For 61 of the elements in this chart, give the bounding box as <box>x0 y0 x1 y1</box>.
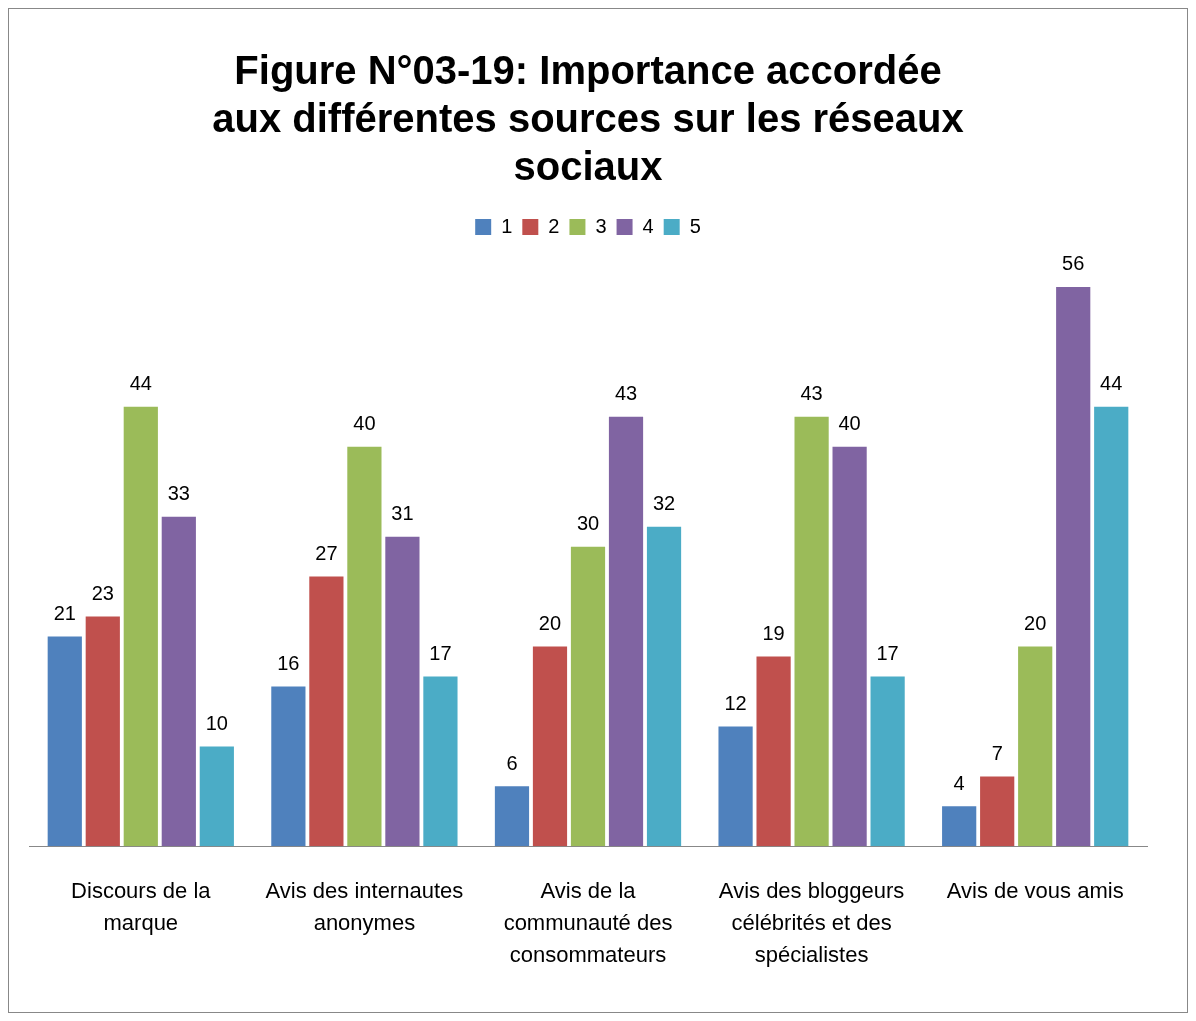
data-label: 17 <box>429 642 452 665</box>
data-label: 23 <box>91 582 114 605</box>
legend-label: 2 <box>548 214 560 237</box>
bar <box>1094 406 1129 847</box>
data-label: 4 <box>953 771 965 794</box>
bar <box>870 676 905 847</box>
chart-title: Figure N°03-19: Importance accordée aux différentes sources sur les réseaux sociaux <box>212 48 964 189</box>
bar <box>718 726 753 847</box>
data-label: 43 <box>614 382 638 405</box>
data-label: 32 <box>652 492 676 515</box>
data-label: 12 <box>724 691 747 714</box>
legend-label: 5 <box>689 214 701 237</box>
data-label: 21 <box>53 602 76 625</box>
data-label: 40 <box>838 412 861 435</box>
bar <box>385 536 420 847</box>
x-tick-label: Avis de la communauté des consommateurs <box>503 878 673 968</box>
bar <box>494 786 530 847</box>
bar <box>570 546 606 847</box>
data-label: 56 <box>1062 252 1085 275</box>
data-label: 6 <box>506 751 518 774</box>
bar <box>756 656 791 847</box>
bar <box>423 676 458 847</box>
x-tick-label: Avis de vous amis <box>946 878 1124 904</box>
legend-label: 1 <box>501 214 513 237</box>
bar <box>161 516 196 847</box>
bar <box>794 416 829 847</box>
bar <box>980 776 1015 847</box>
data-label: 44 <box>1100 372 1123 395</box>
bar <box>532 646 568 847</box>
bar <box>608 416 644 847</box>
data-label: 31 <box>391 502 414 525</box>
bar <box>646 526 682 847</box>
data-label: 10 <box>205 711 228 734</box>
bar <box>123 406 158 847</box>
bar <box>1018 646 1053 847</box>
data-label: 33 <box>167 482 190 505</box>
x-tick-label: Discours de la marque <box>71 878 212 936</box>
legend-label: 4 <box>642 214 654 237</box>
data-label: 40 <box>353 412 376 435</box>
data-label: 30 <box>576 512 600 535</box>
data-label: 43 <box>800 382 823 405</box>
bar <box>47 636 82 847</box>
bar <box>942 806 977 847</box>
bar <box>199 746 234 847</box>
bar <box>832 446 867 847</box>
data-label: 27 <box>315 542 338 565</box>
bar <box>347 446 382 847</box>
bar <box>271 686 306 847</box>
x-tick-label: Avis des internautes anonymes <box>265 878 464 936</box>
data-label: 44 <box>129 372 152 395</box>
legend-label: 3 <box>595 214 607 237</box>
data-label: 17 <box>876 642 899 665</box>
bar <box>309 576 344 847</box>
data-label: 19 <box>762 622 785 645</box>
bar <box>1056 286 1091 847</box>
x-tick-label: Avis des bloggeurs célébrités et des spécialistes <box>718 878 905 968</box>
data-label: 20 <box>1024 612 1047 635</box>
data-label: 7 <box>991 741 1003 764</box>
data-label: 20 <box>538 612 562 635</box>
bar <box>85 616 120 847</box>
data-label: 16 <box>277 652 300 674</box>
